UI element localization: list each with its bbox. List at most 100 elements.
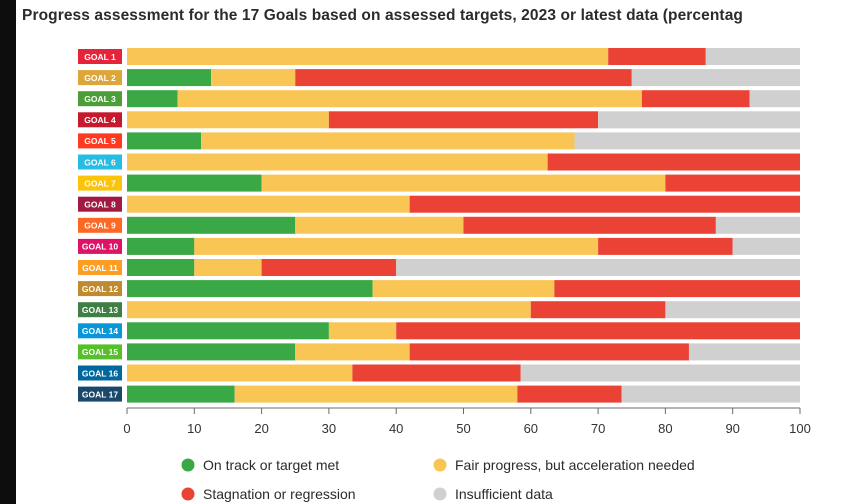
bar-segment — [194, 237, 599, 255]
legend-label: Insufficient data — [455, 486, 553, 502]
goal-label: GOAL 17 — [82, 389, 118, 399]
x-axis: 0 10 20 30 40 50 60 70 80 90 100 — [123, 407, 811, 436]
goal-badge — [78, 49, 122, 64]
bar-segment — [295, 216, 464, 234]
bar-segment — [261, 174, 666, 192]
bar-segment — [598, 111, 800, 129]
goal-badge — [78, 196, 122, 212]
x-tick-label: 10 — [187, 421, 201, 436]
bar-segment — [234, 385, 518, 403]
chart-title: Progress assessment for the 17 Goals bas… — [22, 7, 743, 24]
bar-segment — [194, 259, 262, 276]
legend-marker — [433, 487, 447, 501]
goal-label: GOAL 12 — [82, 284, 118, 294]
bar-segment — [127, 90, 178, 108]
goal-badge — [78, 154, 122, 170]
goal-label: GOAL 15 — [82, 347, 118, 357]
bar-segment — [328, 111, 599, 129]
goal-badge — [78, 386, 122, 402]
bar-segment — [517, 385, 622, 403]
bar-segment — [127, 259, 195, 276]
goal-badge — [78, 365, 122, 381]
bar-segment — [127, 364, 353, 382]
bar-segment — [295, 343, 410, 361]
goal-label: GOAL 3 — [84, 94, 116, 104]
bar-segment — [641, 90, 750, 108]
x-tick-label: 90 — [725, 421, 739, 436]
bar-segment — [127, 174, 262, 192]
bar-segment — [127, 280, 373, 298]
goal-label: GOAL 6 — [84, 157, 116, 167]
bar-segment — [463, 216, 716, 234]
bar-segment — [520, 364, 800, 382]
bar-segment — [665, 301, 800, 319]
bar-segment — [396, 322, 800, 340]
bar-segment — [574, 132, 800, 150]
bar-segment — [608, 48, 706, 65]
legend-label: Stagnation or regression — [203, 486, 356, 502]
bar-segment — [396, 259, 800, 276]
goal-badge — [78, 70, 122, 86]
bar-segment — [127, 322, 329, 340]
bar-segment — [530, 301, 666, 319]
bar-segment — [372, 280, 555, 298]
bar-segment — [211, 69, 296, 87]
goal-label: GOAL 13 — [82, 305, 118, 315]
goal-label: GOAL 11 — [82, 263, 118, 273]
bar-segment — [127, 69, 212, 87]
legend-label: Fair progress, but acceleration needed — [455, 457, 695, 473]
goal-badge — [78, 302, 122, 318]
bar-segment — [409, 343, 689, 361]
bar-segment — [261, 259, 397, 276]
bar-segment — [715, 216, 800, 234]
legend-label: On track or target met — [203, 457, 339, 473]
legend: On track or target met Fair progress, but… — [181, 457, 695, 502]
bar-segment — [127, 48, 609, 65]
bar-segment — [127, 195, 410, 213]
legend-marker — [433, 458, 447, 472]
goal-label: GOAL 4 — [84, 115, 116, 125]
goal-label: GOAL 16 — [82, 368, 118, 378]
goal-badge — [78, 175, 122, 191]
goal-label: GOAL 10 — [82, 242, 118, 252]
goal-label: GOAL 8 — [84, 200, 116, 210]
bar-segment — [127, 237, 195, 255]
bar-segment — [127, 301, 531, 319]
bar-segment — [688, 343, 800, 361]
bar-segment — [328, 322, 397, 340]
bar-segment — [127, 216, 296, 234]
bar-segment — [631, 69, 800, 87]
goal-badge — [78, 323, 122, 339]
x-tick-label: 30 — [322, 421, 336, 436]
x-tick-label: 80 — [658, 421, 672, 436]
goal-badge — [78, 344, 122, 360]
goal-label: GOAL 5 — [84, 136, 116, 146]
goal-labels: GOAL 1 GOAL 2 GOAL 3 GOAL 4 GOAL 5 GOAL 6 GOAL… — [78, 49, 122, 402]
bar-segment — [127, 343, 296, 361]
bar-segment — [409, 195, 800, 213]
bar-segment — [127, 385, 235, 403]
legend-marker — [181, 458, 195, 472]
legend-marker — [181, 487, 195, 501]
goal-label: GOAL 1 — [84, 52, 116, 62]
bar-segment — [732, 237, 800, 255]
x-tick-label: 0 — [123, 421, 130, 436]
bar-segment — [665, 174, 800, 192]
bar-segment — [201, 132, 575, 150]
bar-segment — [598, 237, 733, 255]
bar-segment — [127, 111, 329, 129]
goal-badge — [78, 281, 122, 297]
goal-badge — [78, 91, 122, 107]
goal-badge — [78, 238, 122, 254]
bar-segment — [352, 364, 521, 382]
bar-segment — [547, 153, 800, 171]
bar-segment — [127, 132, 202, 150]
goal-badge — [78, 217, 122, 233]
goal-badge — [78, 133, 122, 149]
goal-badge — [78, 112, 122, 128]
goal-label: GOAL 7 — [84, 178, 116, 188]
x-tick-label: 20 — [254, 421, 268, 436]
bar-segment — [749, 90, 800, 108]
bars — [127, 48, 800, 403]
bar-segment — [705, 48, 800, 65]
